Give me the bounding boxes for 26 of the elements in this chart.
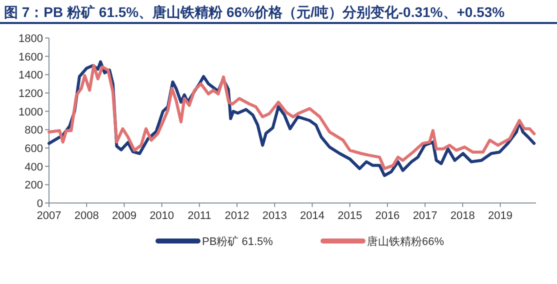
x-tick-label: 2013 — [262, 210, 287, 222]
x-tick-label: 2007 — [36, 210, 62, 222]
y-tick-label: 800 — [24, 124, 43, 137]
x-tick-label: 2012 — [224, 210, 250, 222]
x-tick-label: 2010 — [150, 210, 174, 222]
x-tick-label: 2014 — [300, 210, 324, 222]
y-tick-label: 1600 — [18, 51, 43, 64]
x-tick-label: 2011 — [188, 210, 212, 222]
x-tick-label: 2018 — [450, 210, 475, 222]
x-tick-label: 2015 — [338, 210, 362, 222]
x-tick-label: 2017 — [412, 210, 438, 222]
legend-label: PB粉矿 61.5% — [202, 235, 274, 248]
y-tick-label: 200 — [24, 180, 43, 192]
x-tick-label: 2016 — [375, 210, 400, 222]
x-tick-label: 2008 — [74, 210, 99, 222]
y-tick-label: 0 — [36, 198, 43, 210]
x-tick-label: 2019 — [488, 210, 513, 222]
chart-title: 图 7：PB 粉矿 61.5%、唐山铁精粉 66%价格（元/吨）分别变化-0.31%、+0.53% — [4, 4, 506, 20]
y-tick-label: 1000 — [18, 106, 43, 118]
y-tick-label: 1800 — [18, 33, 43, 45]
y-tick-label: 600 — [24, 143, 43, 155]
y-tick-label: 1400 — [18, 70, 43, 82]
x-tick-label: 2009 — [112, 210, 136, 222]
y-tick-label: 400 — [24, 161, 43, 174]
y-tick-label: 1200 — [18, 88, 43, 100]
legend-label: 唐山铁精粉66% — [367, 235, 444, 248]
